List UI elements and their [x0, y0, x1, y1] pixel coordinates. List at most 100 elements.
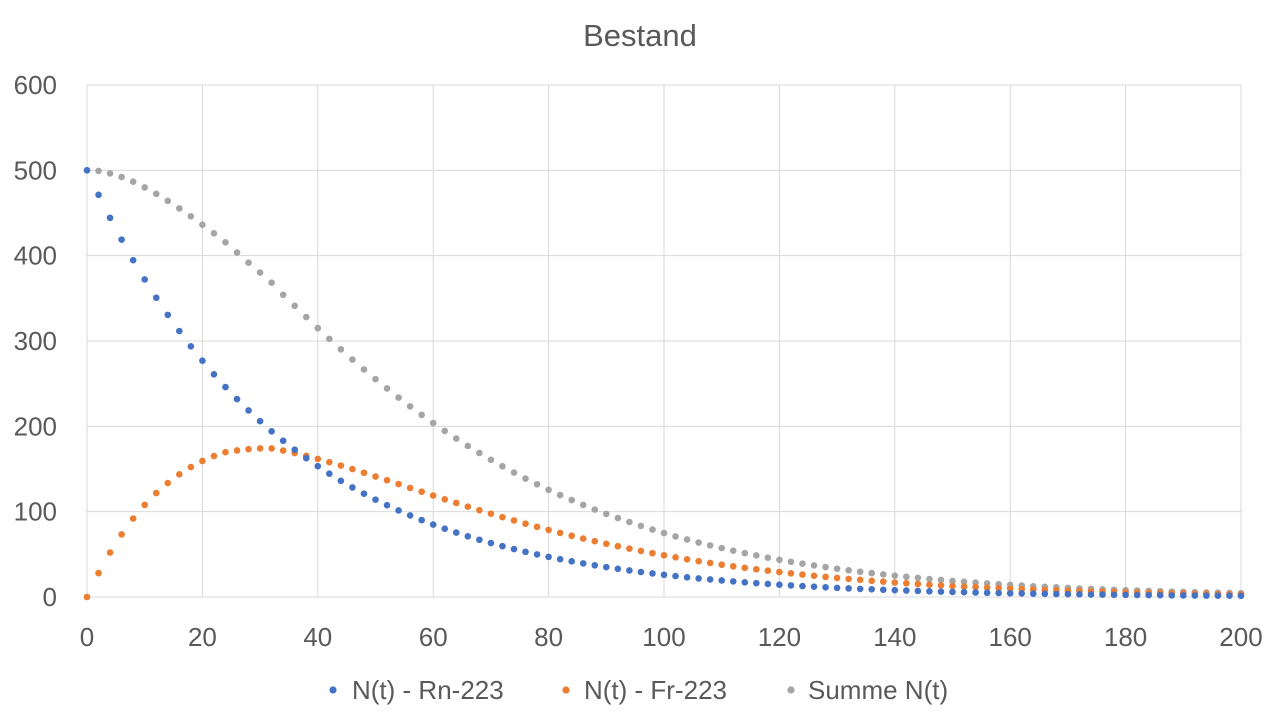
point-rn223 [810, 583, 818, 590]
point-rn223 [152, 294, 160, 302]
point-fr223 [118, 531, 125, 538]
point-summe [822, 563, 829, 571]
point-rn223 [1226, 592, 1233, 600]
point-fr223 [914, 580, 922, 588]
point-rn223 [210, 370, 218, 378]
point-rn223 [1180, 592, 1187, 599]
point-fr223 [556, 529, 564, 537]
point-fr223 [487, 510, 495, 518]
point-summe [556, 491, 564, 499]
point-summe [591, 506, 599, 513]
x-tick-label: 100 [642, 622, 685, 652]
point-rn223 [926, 587, 933, 595]
point-rn223 [1110, 591, 1118, 599]
point-summe [810, 562, 818, 569]
point-summe [441, 427, 449, 435]
point-fr223 [879, 578, 887, 585]
y-axis-tick-labels: 0 100 200 300 400 500 600 [14, 70, 57, 612]
point-fr223 [683, 555, 691, 563]
point-rn223 [233, 395, 241, 403]
point-rn223 [672, 572, 679, 580]
point-summe [268, 279, 275, 287]
point-summe [683, 536, 691, 543]
point-summe [256, 269, 264, 276]
point-summe [972, 579, 979, 586]
point-fr223 [579, 535, 587, 542]
y-tick-label: 300 [14, 326, 57, 356]
point-rn223 [764, 580, 772, 588]
point-rn223 [1087, 591, 1095, 598]
point-rn223 [706, 576, 714, 583]
y-tick-label: 600 [14, 70, 57, 100]
point-summe [926, 575, 933, 583]
point-fr223 [741, 564, 749, 572]
point-rn223 [741, 579, 749, 586]
chart-title: Bestand [583, 18, 697, 53]
point-rn223 [1006, 589, 1014, 597]
point-rn223 [464, 533, 472, 540]
point-rn223 [1191, 592, 1199, 599]
legend-marker-rn223 [329, 686, 337, 694]
point-fr223 [718, 561, 725, 568]
legend-marker-fr223 [562, 686, 570, 694]
point-rn223 [487, 539, 495, 547]
point-rn223 [1122, 591, 1129, 599]
point-fr223 [545, 526, 552, 534]
point-fr223 [949, 582, 956, 590]
point-fr223 [187, 463, 195, 471]
point-summe [799, 560, 806, 567]
point-summe [337, 346, 345, 353]
point-rn223 [187, 342, 195, 350]
point-summe [614, 514, 622, 522]
point-fr223 [176, 470, 183, 478]
x-tick-label: 140 [873, 622, 916, 652]
point-rn223 [302, 454, 310, 462]
y-tick-label: 200 [14, 411, 57, 441]
point-rn223 [522, 548, 529, 556]
point-rn223 [879, 586, 887, 594]
point-summe [360, 366, 368, 373]
point-summe [164, 197, 172, 205]
point-rn223 [614, 565, 622, 573]
point-summe [141, 184, 148, 191]
point-summe [429, 419, 437, 427]
point-fr223 [776, 568, 783, 576]
point-rn223 [118, 236, 125, 243]
point-fr223 [903, 579, 910, 587]
point-fr223 [279, 447, 287, 454]
point-fr223 [499, 513, 506, 521]
point-fr223 [868, 577, 876, 585]
x-tick-label: 80 [534, 622, 563, 652]
point-rn223 [914, 587, 922, 595]
point-summe [452, 435, 460, 442]
point-fr223 [452, 499, 460, 507]
point-fr223 [764, 567, 772, 575]
point-rn223 [1029, 590, 1037, 597]
point-fr223 [856, 576, 864, 584]
point-rn223 [845, 585, 852, 592]
point-fr223 [845, 575, 852, 583]
point-summe [279, 291, 287, 299]
point-fr223 [753, 565, 760, 573]
point-rn223 [256, 417, 264, 425]
point-summe [233, 249, 241, 256]
point-rn223 [349, 484, 356, 491]
point-summe [660, 529, 668, 537]
point-rn223 [441, 525, 449, 532]
point-fr223 [1006, 585, 1014, 592]
point-fr223 [568, 532, 575, 540]
point-rn223 [949, 588, 956, 596]
point-summe [464, 442, 472, 450]
x-tick-label: 160 [989, 622, 1032, 652]
point-fr223 [222, 448, 229, 456]
point-summe [764, 554, 772, 561]
point-fr223 [418, 488, 425, 496]
point-summe [406, 403, 414, 410]
point-fr223 [510, 517, 518, 524]
point-rn223 [1203, 592, 1210, 599]
point-rn223 [660, 571, 668, 579]
point-summe [372, 375, 379, 383]
point-fr223 [603, 540, 610, 548]
point-rn223 [683, 573, 691, 581]
